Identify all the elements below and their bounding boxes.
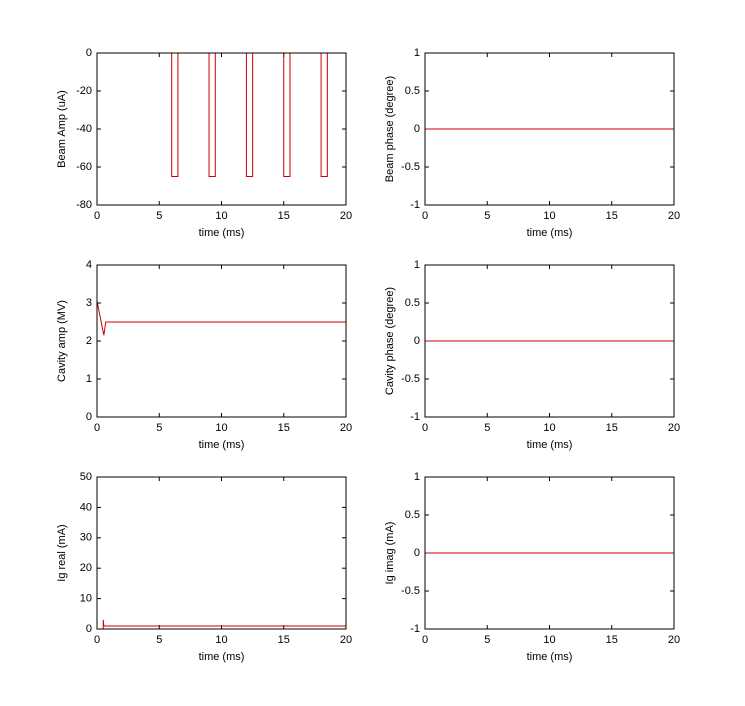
x-tick-label: 20 bbox=[668, 422, 680, 434]
axes-box bbox=[97, 53, 346, 205]
y-tick-label: -40 bbox=[76, 123, 92, 135]
y-tick-label: -80 bbox=[76, 199, 92, 211]
y-axis-label: Beam phase (degree) bbox=[384, 76, 396, 182]
y-tick-label: 0.5 bbox=[405, 509, 420, 521]
x-tick-label: 5 bbox=[484, 422, 490, 434]
y-tick-label: 1 bbox=[414, 259, 420, 271]
y-tick-label: 0.5 bbox=[405, 85, 420, 97]
y-tick-label: 1 bbox=[414, 47, 420, 59]
data-line bbox=[96, 301, 346, 336]
y-tick-label: -0.5 bbox=[401, 161, 420, 173]
y-tick-label: 1 bbox=[86, 373, 92, 385]
x-tick-label: 15 bbox=[606, 634, 618, 646]
x-tick-label: 0 bbox=[94, 210, 100, 222]
x-tick-label: 20 bbox=[340, 210, 352, 222]
y-axis-label: Cavity amp (MV) bbox=[56, 300, 68, 382]
x-tick-label: 0 bbox=[422, 422, 428, 434]
x-axis-label: time (ms) bbox=[199, 227, 245, 239]
x-tick-label: 0 bbox=[422, 210, 428, 222]
x-tick-label: 5 bbox=[484, 634, 490, 646]
x-tick-label: 15 bbox=[278, 210, 290, 222]
y-tick-label: 40 bbox=[80, 501, 92, 513]
y-tick-label: 0 bbox=[86, 623, 92, 635]
y-axis-label: Ig imag (mA) bbox=[384, 522, 396, 585]
axes-frame bbox=[96, 264, 347, 418]
x-tick-label: 15 bbox=[278, 422, 290, 434]
y-tick-label: -1 bbox=[410, 411, 420, 423]
x-tick-label: 0 bbox=[422, 634, 428, 646]
x-tick-label: 20 bbox=[340, 422, 352, 434]
x-tick-label: 5 bbox=[156, 422, 162, 434]
x-tick-label: 10 bbox=[215, 210, 227, 222]
x-tick-label: 0 bbox=[94, 422, 100, 434]
data-line bbox=[102, 619, 346, 629]
x-tick-label: 5 bbox=[484, 210, 490, 222]
y-tick-label: 1 bbox=[414, 471, 420, 483]
x-tick-label: 5 bbox=[156, 634, 162, 646]
x-axis-label: time (ms) bbox=[199, 651, 245, 663]
y-tick-label: 2 bbox=[86, 335, 92, 347]
y-tick-label: 0 bbox=[86, 47, 92, 59]
x-tick-label: 10 bbox=[215, 634, 227, 646]
axes-frame bbox=[96, 52, 347, 206]
axes-frame bbox=[424, 264, 675, 418]
y-tick-label: 50 bbox=[80, 471, 92, 483]
axes-frame bbox=[424, 52, 675, 206]
y-tick-label: 0.5 bbox=[405, 297, 420, 309]
x-axis-label: time (ms) bbox=[527, 439, 573, 451]
axes-box bbox=[97, 477, 346, 629]
y-tick-label: 0 bbox=[414, 547, 420, 559]
y-tick-label: -60 bbox=[76, 161, 92, 173]
y-tick-label: -1 bbox=[410, 199, 420, 211]
y-tick-label: -20 bbox=[76, 85, 92, 97]
x-tick-label: 20 bbox=[668, 210, 680, 222]
y-tick-label: 4 bbox=[86, 259, 92, 271]
y-axis-label: Ig real (mA) bbox=[56, 524, 68, 581]
y-axis-label: Beam Amp (uA) bbox=[56, 90, 68, 168]
y-tick-label: 3 bbox=[86, 297, 92, 309]
x-tick-label: 15 bbox=[606, 422, 618, 434]
y-tick-label: 30 bbox=[80, 532, 92, 544]
y-tick-label: -0.5 bbox=[401, 373, 420, 385]
x-tick-label: 10 bbox=[543, 422, 555, 434]
y-tick-label: 0 bbox=[86, 411, 92, 423]
x-tick-label: 15 bbox=[278, 634, 290, 646]
axes-frame bbox=[96, 476, 347, 630]
x-axis-label: time (ms) bbox=[527, 227, 573, 239]
x-tick-label: 0 bbox=[94, 634, 100, 646]
y-tick-label: 0 bbox=[414, 123, 420, 135]
axes-frame bbox=[424, 476, 675, 630]
y-tick-label: -0.5 bbox=[401, 585, 420, 597]
x-tick-label: 20 bbox=[340, 634, 352, 646]
data-line bbox=[97, 52, 346, 177]
y-tick-label: 0 bbox=[414, 335, 420, 347]
x-tick-label: 5 bbox=[156, 210, 162, 222]
x-axis-label: time (ms) bbox=[199, 439, 245, 451]
y-axis-label: Cavity phase (degree) bbox=[384, 287, 396, 395]
x-tick-label: 20 bbox=[668, 634, 680, 646]
y-tick-label: 10 bbox=[80, 593, 92, 605]
axes-box bbox=[97, 265, 346, 417]
y-tick-label: -1 bbox=[410, 623, 420, 635]
x-axis-label: time (ms) bbox=[527, 651, 573, 663]
x-tick-label: 10 bbox=[215, 422, 227, 434]
x-tick-label: 15 bbox=[606, 210, 618, 222]
x-tick-label: 10 bbox=[543, 634, 555, 646]
x-tick-label: 10 bbox=[543, 210, 555, 222]
y-tick-label: 20 bbox=[80, 562, 92, 574]
